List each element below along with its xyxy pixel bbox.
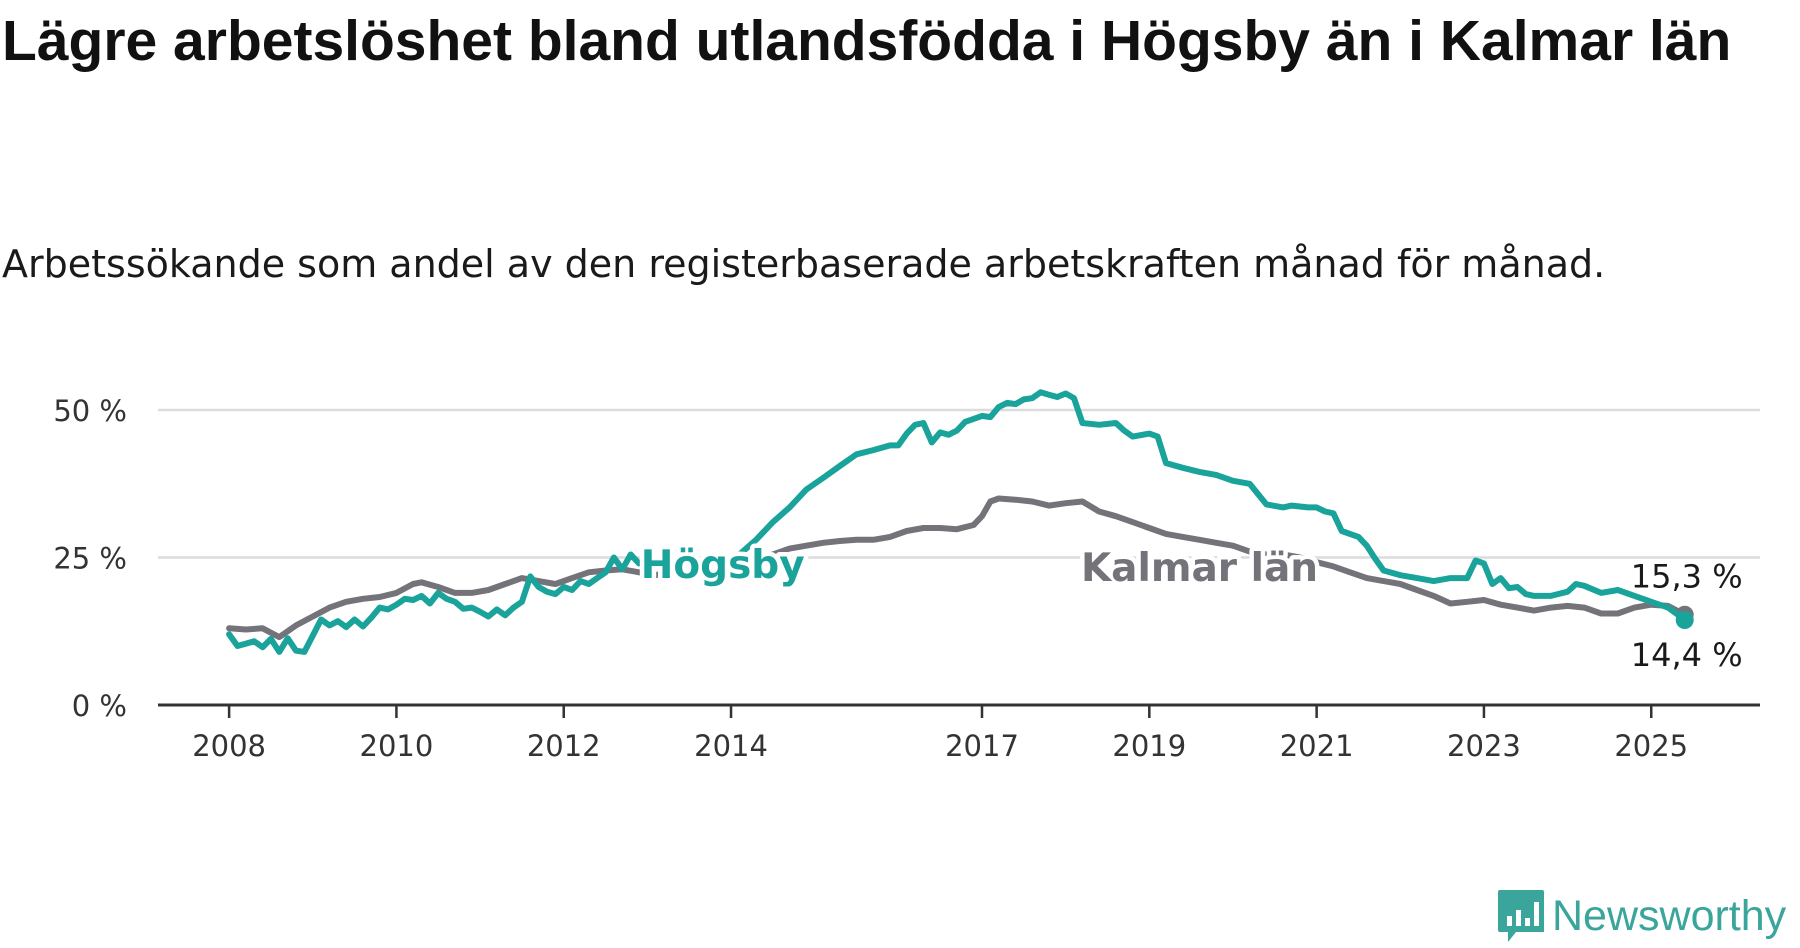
x-tick-label: 2019 bbox=[1112, 729, 1186, 763]
x-tick-label: 2012 bbox=[527, 729, 601, 763]
y-tick-label: 50 % bbox=[53, 394, 127, 428]
x-tick-label: 2010 bbox=[360, 729, 434, 763]
series-line-kalmar-lan bbox=[226, 495, 1688, 641]
end-point-hogsby bbox=[1675, 611, 1694, 630]
x-tick-label: 2008 bbox=[192, 729, 266, 763]
end-label-hogsby: 14,4 % bbox=[1631, 636, 1743, 674]
x-tick-label: 2021 bbox=[1280, 729, 1354, 763]
x-tick-label: 2014 bbox=[694, 729, 768, 763]
chart-title: Lägre arbetslöshet bland utlandsfödda i … bbox=[2, 9, 1732, 73]
x-tick-label: 2025 bbox=[1614, 729, 1688, 763]
x-tick-label: 2017 bbox=[945, 729, 1019, 763]
newsworthy-logo: Newsworthy bbox=[1496, 888, 1786, 944]
y-tick-label: 25 % bbox=[53, 542, 127, 576]
newsworthy-logo-text: Newsworthy bbox=[1552, 891, 1787, 940]
x-tick-label: 2023 bbox=[1447, 729, 1521, 763]
end-label-kalmar-lan: 15,3 % bbox=[1631, 558, 1743, 596]
chart-subtitle: Arbetssökande som andel av den registerb… bbox=[2, 242, 1606, 286]
y-tick-label: 0 % bbox=[72, 689, 127, 723]
newsworthy-logo-icon bbox=[1498, 890, 1544, 942]
series-label-hogsby: Högsby bbox=[641, 543, 805, 588]
series-line-hogsby bbox=[226, 389, 1688, 655]
series-label-kalmar-lan: Kalmar län bbox=[1081, 546, 1318, 591]
